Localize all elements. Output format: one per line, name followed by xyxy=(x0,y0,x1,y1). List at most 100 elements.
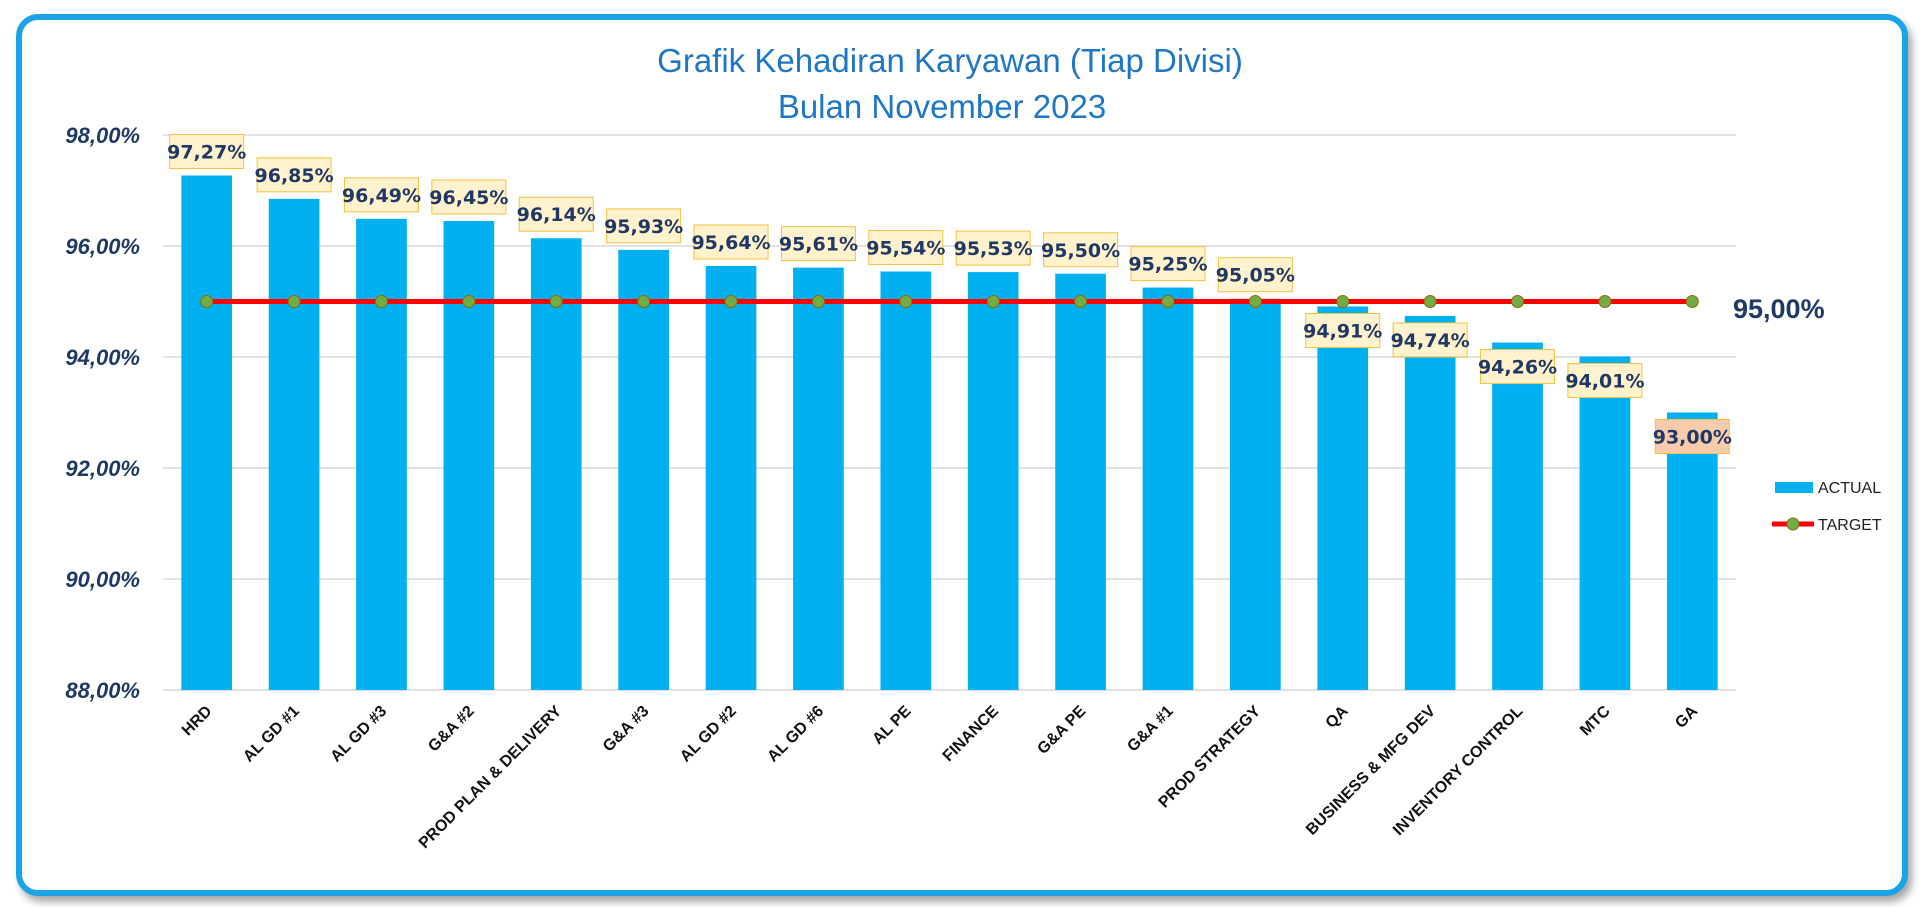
x-tick-label: AL PE xyxy=(870,703,915,748)
chart-title-line-1: Grafik Kehadiran Karyawan (Tiap Divisi) xyxy=(657,42,1243,79)
target-line xyxy=(200,295,1699,308)
bar xyxy=(356,218,407,690)
data-label-box xyxy=(1654,419,1730,454)
target-marker xyxy=(1511,295,1525,308)
bar xyxy=(1142,287,1194,690)
data-label-box xyxy=(693,224,769,260)
target-marker xyxy=(374,295,388,308)
x-tick-label: G&A #3 xyxy=(600,703,653,756)
data-label-box xyxy=(1130,246,1206,282)
x-tick-label: G&A PE xyxy=(1034,703,1089,758)
data-label-box xyxy=(431,179,507,215)
target-marker xyxy=(1074,295,1088,308)
data-label: 94,74% xyxy=(1391,330,1470,352)
bar xyxy=(880,271,932,690)
target-marker xyxy=(811,295,825,308)
target-marker xyxy=(637,295,651,308)
data-label: 95,54% xyxy=(866,238,945,260)
data-label: 94,26% xyxy=(1478,357,1557,379)
data-label: 94,01% xyxy=(1565,370,1644,392)
x-tick-label: MTC xyxy=(1577,702,1614,739)
bar xyxy=(1666,412,1718,690)
x-tick-label: AL GD #2 xyxy=(677,703,740,766)
data-label: 95,53% xyxy=(954,238,1033,260)
data-label: 95,50% xyxy=(1041,240,1120,262)
target-marker xyxy=(1336,295,1350,308)
bars xyxy=(181,175,1718,691)
x-tick-label: AL GD #6 xyxy=(765,703,828,766)
data-label-box xyxy=(1480,349,1556,385)
target-marker xyxy=(200,295,214,308)
data-label: 95,25% xyxy=(1128,254,1207,276)
data-label: 95,64% xyxy=(691,232,770,254)
data-labels: 97,27% 96,85% 96,49% 96,45% 96,14% 95,93% 95,6… xyxy=(167,134,1732,454)
legend-actual-label: ACTUAL xyxy=(1818,480,1881,497)
data-label: 96,45% xyxy=(429,187,508,209)
y-tick-label: 90,00% xyxy=(65,567,140,592)
legend: ACTUAL TARGET xyxy=(1772,480,1882,534)
data-label-box xyxy=(256,157,332,193)
data-label: 97,27% xyxy=(167,142,246,164)
data-label: 96,85% xyxy=(255,165,334,187)
x-tick-label: GA xyxy=(1672,702,1701,731)
data-label: 96,14% xyxy=(517,204,596,226)
data-label-box xyxy=(1217,257,1293,293)
data-label-box xyxy=(1043,232,1119,268)
target-marker xyxy=(724,295,738,308)
target-marker xyxy=(462,295,476,308)
target-marker xyxy=(1598,295,1612,308)
gridlines xyxy=(163,134,1736,691)
data-label-box xyxy=(868,230,944,266)
x-tick-label: G&A #1 xyxy=(1124,703,1177,756)
target-marker xyxy=(287,295,301,308)
x-tick-label: FINANCE xyxy=(940,703,1003,766)
data-label: 93,00% xyxy=(1653,427,1732,449)
bar xyxy=(1317,306,1369,690)
chart-title-line-2: Bulan November 2023 xyxy=(778,88,1106,125)
x-tick-label: AL GD #3 xyxy=(328,703,391,766)
target-marker xyxy=(1685,295,1699,308)
y-tick-label: 92,00% xyxy=(65,456,140,481)
data-label-box xyxy=(780,226,856,262)
y-axis: 88,00% 90,00% 92,00% 94,00% 96,00% 98,00% xyxy=(65,123,140,703)
target-value-label: 95,00% xyxy=(1733,294,1825,324)
data-label: 94,91% xyxy=(1303,320,1382,342)
data-label-box xyxy=(169,134,245,170)
data-label-box xyxy=(1392,322,1468,358)
y-tick-label: 96,00% xyxy=(65,234,140,259)
data-label: 95,05% xyxy=(1216,265,1295,287)
target-marker xyxy=(1423,295,1437,308)
x-tick-label: AL GD #1 xyxy=(240,703,303,766)
bar xyxy=(181,175,233,690)
bar xyxy=(793,267,844,690)
bar xyxy=(1579,356,1631,690)
legend-actual-swatch xyxy=(1775,482,1813,493)
x-tick-label: PROD PLAN & DELIVERY xyxy=(416,703,565,852)
data-label-box xyxy=(955,230,1031,266)
bar xyxy=(618,249,669,690)
data-label-box xyxy=(606,208,682,244)
y-tick-label: 88,00% xyxy=(65,678,140,703)
bar xyxy=(1492,342,1543,690)
data-label-box xyxy=(1305,312,1381,348)
data-label-box xyxy=(343,177,419,213)
x-tick-label: QA xyxy=(1323,702,1352,731)
bar xyxy=(443,221,495,690)
target-marker xyxy=(986,295,1000,308)
bar xyxy=(1230,298,1281,690)
x-tick-label: G&A #2 xyxy=(425,703,478,756)
data-label-box xyxy=(1567,362,1643,398)
data-label-box xyxy=(518,196,594,232)
bar xyxy=(705,265,757,690)
bar xyxy=(1404,315,1456,690)
bar xyxy=(268,198,320,690)
target-marker xyxy=(899,295,913,308)
target-marker xyxy=(549,295,563,308)
bar xyxy=(530,238,582,691)
y-tick-label: 94,00% xyxy=(65,345,140,370)
x-tick-label: HRD xyxy=(179,703,216,740)
target-marker xyxy=(1248,295,1262,308)
data-label: 95,61% xyxy=(779,234,858,256)
